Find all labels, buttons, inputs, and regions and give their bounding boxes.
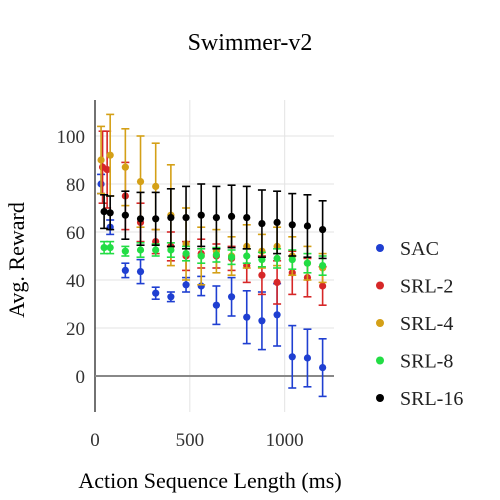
data-point bbox=[103, 166, 111, 174]
y-tick-label: 40 bbox=[66, 271, 85, 292]
data-point bbox=[106, 244, 114, 252]
legend-label: SRL-16 bbox=[400, 388, 463, 410]
x-tick-label: 1000 bbox=[266, 430, 304, 451]
data-point bbox=[100, 244, 108, 252]
data-point bbox=[167, 293, 175, 301]
legend-item-sac[interactable]: SAC bbox=[376, 238, 439, 260]
legend-marker bbox=[376, 319, 384, 327]
legend-item-srl-16[interactable]: SRL-16 bbox=[376, 388, 463, 410]
legend-marker bbox=[376, 244, 384, 252]
y-tick-label: 60 bbox=[66, 223, 85, 244]
data-point bbox=[152, 215, 160, 223]
data-point bbox=[303, 222, 312, 230]
legend-label: SRL-2 bbox=[400, 276, 453, 298]
grid-layer bbox=[95, 100, 334, 412]
legend-label: SRL-4 bbox=[400, 313, 453, 335]
legend-marker bbox=[376, 281, 384, 290]
data-point bbox=[273, 218, 281, 226]
legend-item-srl-2[interactable]: SRL-2 bbox=[376, 276, 453, 298]
data-point bbox=[121, 163, 129, 171]
legend-item-srl-4[interactable]: SRL-4 bbox=[376, 313, 453, 335]
data-point bbox=[258, 220, 266, 228]
data-point bbox=[243, 313, 251, 321]
data-point bbox=[288, 353, 296, 361]
data-point bbox=[197, 211, 205, 219]
legend[interactable]: SAC SRL-2 SRL-4 SRL-8 SRL-16 bbox=[376, 238, 463, 410]
x-axis-title: Action Sequence Length (ms) bbox=[78, 468, 341, 493]
data-point bbox=[136, 246, 145, 254]
data-point bbox=[136, 215, 145, 223]
data-point bbox=[243, 214, 251, 222]
chart-title: Swimmer-v2 bbox=[188, 30, 313, 56]
data-point bbox=[227, 253, 236, 261]
legend-marker bbox=[376, 356, 384, 365]
x-tick-label: 500 bbox=[176, 430, 205, 451]
data-point bbox=[212, 251, 220, 259]
y-axis-title: Avg. Reward bbox=[4, 202, 29, 318]
data-point bbox=[303, 259, 312, 267]
data-point bbox=[152, 182, 160, 190]
data-point bbox=[167, 214, 175, 222]
data-point bbox=[182, 281, 190, 289]
data-point bbox=[152, 289, 160, 297]
y-tick-label: 0 bbox=[76, 367, 86, 388]
data-point bbox=[212, 301, 220, 309]
data-point bbox=[319, 226, 327, 234]
data-point bbox=[258, 317, 266, 325]
data-point bbox=[182, 214, 190, 222]
legend-marker bbox=[376, 394, 384, 402]
y-tick-label: 20 bbox=[66, 319, 85, 340]
data-point bbox=[136, 178, 145, 186]
data-point bbox=[136, 268, 145, 276]
data-point bbox=[273, 311, 281, 319]
data-point bbox=[288, 256, 296, 264]
data-point bbox=[106, 209, 114, 217]
data-point bbox=[227, 212, 236, 220]
data-point bbox=[273, 278, 281, 286]
data-point bbox=[121, 266, 129, 274]
data-point bbox=[167, 246, 175, 254]
data-point bbox=[273, 254, 281, 262]
x-tick-label: 0 bbox=[90, 430, 100, 451]
data-point bbox=[121, 211, 129, 219]
data-point bbox=[243, 252, 251, 260]
legend-label: SRL-8 bbox=[400, 351, 453, 373]
data-point bbox=[319, 262, 327, 270]
data-point bbox=[303, 354, 312, 362]
data-point bbox=[152, 246, 160, 254]
series-srl-16 bbox=[100, 183, 327, 260]
data-point bbox=[106, 151, 114, 159]
legend-label: SAC bbox=[400, 238, 439, 260]
legend-item-srl-8[interactable]: SRL-8 bbox=[376, 351, 453, 373]
data-point bbox=[258, 271, 266, 279]
data-point bbox=[97, 156, 105, 164]
data-point bbox=[227, 293, 236, 301]
data-point bbox=[182, 250, 190, 258]
y-tick-label: 100 bbox=[57, 127, 86, 148]
data-point bbox=[197, 252, 205, 260]
series-layer bbox=[97, 113, 327, 398]
data-point bbox=[319, 364, 327, 372]
data-point bbox=[121, 247, 129, 255]
data-point bbox=[100, 208, 108, 216]
y-tick-label: 80 bbox=[66, 175, 85, 196]
data-point bbox=[288, 221, 296, 229]
data-point bbox=[212, 214, 220, 222]
data-point bbox=[319, 282, 327, 290]
